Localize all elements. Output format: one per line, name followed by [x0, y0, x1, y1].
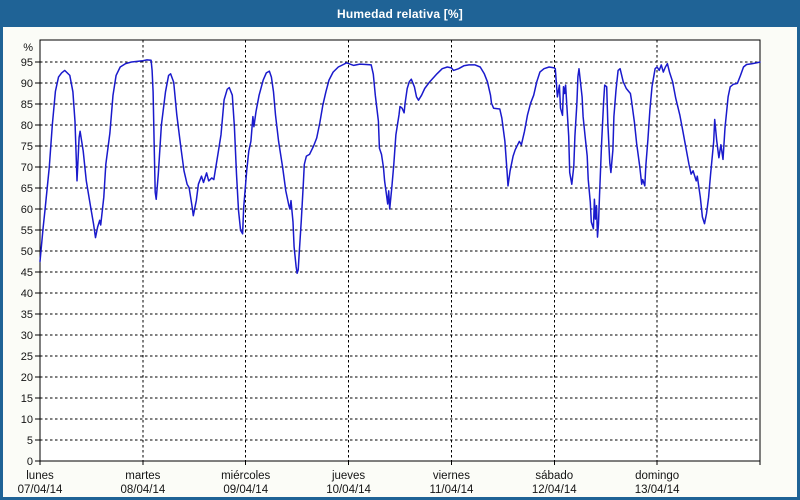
svg-text:95: 95 [21, 57, 33, 69]
svg-text:10: 10 [21, 414, 33, 426]
svg-text:65: 65 [21, 183, 33, 195]
svg-text:0: 0 [27, 456, 33, 468]
svg-text:30: 30 [21, 330, 33, 342]
svg-text:60: 60 [21, 204, 33, 216]
x-axis-weekday: lunes [26, 470, 54, 482]
humidity-series-line [39, 59, 761, 275]
x-axis: lunes 07/04/14 martes 08/04/14 miércoles 09/0… [18, 40, 761, 496]
svg-text:55: 55 [21, 225, 33, 237]
svg-text:45: 45 [21, 267, 33, 279]
x-axis-weekday: martes [125, 470, 160, 482]
chart-title-bar: Humedad relativa [%] [0, 0, 800, 27]
x-axis-date: 11/04/14 [429, 484, 474, 496]
svg-text:25: 25 [21, 351, 33, 363]
svg-text:75: 75 [21, 141, 33, 153]
svg-text:5: 5 [27, 435, 33, 447]
svg-text:80: 80 [21, 120, 33, 132]
x-axis-date: 10/04/14 [326, 484, 371, 496]
svg-text:90: 90 [21, 78, 33, 90]
x-axis-date: 07/04/14 [18, 484, 63, 496]
x-axis-weekday: sábado [535, 470, 573, 482]
svg-text:20: 20 [21, 372, 33, 384]
x-axis-date: 12/04/14 [532, 484, 577, 496]
x-axis-weekday: jueves [331, 470, 365, 482]
svg-text:70: 70 [21, 162, 33, 174]
y-axis: 0 5 10 15 20 25 30 35 40 45 50 55 60 65 70 75 80 85 90 95% [21, 42, 760, 468]
svg-text:50: 50 [21, 246, 33, 258]
x-axis-weekday: domingo [635, 470, 679, 482]
svg-text:35: 35 [21, 309, 33, 321]
y-axis-unit: % [23, 42, 33, 54]
chart-title: Humedad relativa [%] [336, 6, 464, 21]
x-axis-weekday: miércoles [221, 470, 270, 482]
x-axis-date: 08/04/14 [120, 484, 165, 496]
x-axis-date: 13/04/14 [635, 484, 680, 496]
x-axis-date: 09/04/14 [223, 484, 268, 496]
x-axis-weekday: viernes [433, 470, 470, 482]
svg-text:85: 85 [21, 99, 33, 111]
svg-text:40: 40 [21, 288, 33, 300]
svg-text:15: 15 [21, 393, 33, 405]
